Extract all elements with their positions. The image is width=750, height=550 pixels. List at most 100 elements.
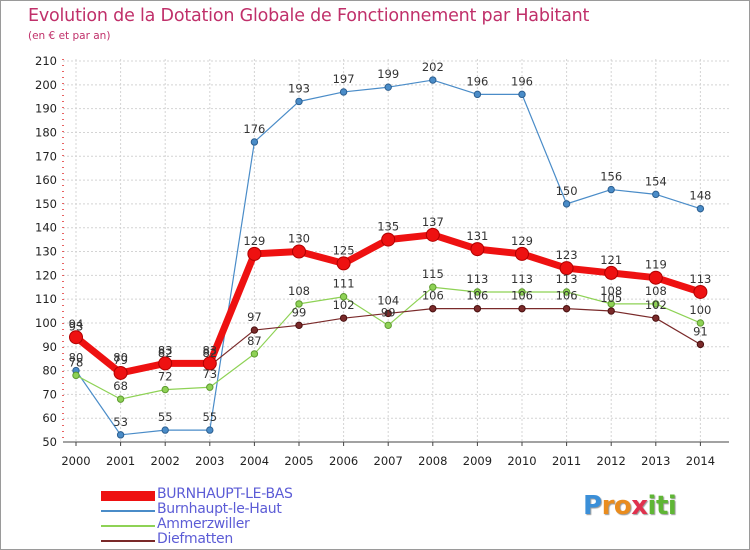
- data-label: 83: [202, 343, 217, 357]
- y-tick-label: 100: [35, 316, 57, 330]
- data-label: 156: [600, 170, 622, 184]
- data-label: 197: [333, 72, 355, 86]
- data-point: [652, 300, 660, 308]
- data-point: [562, 304, 571, 313]
- x-tick-label: 2014: [686, 454, 715, 468]
- data-point: [339, 314, 348, 322]
- data-label: 106: [466, 289, 488, 303]
- data-label: 108: [600, 284, 622, 298]
- data-point: [429, 76, 437, 84]
- y-tick-label: 160: [35, 173, 57, 187]
- data-label: 102: [333, 298, 355, 312]
- data-point: [384, 321, 392, 330]
- data-point: [652, 190, 660, 199]
- data-label: 202: [422, 60, 444, 74]
- data-label: 119: [645, 258, 667, 272]
- x-tick-label: 2004: [240, 454, 269, 468]
- data-label: 106: [511, 289, 533, 303]
- data-point: [473, 90, 482, 99]
- data-point: [116, 395, 125, 403]
- data-label: 82: [202, 346, 217, 360]
- data-label: 115: [422, 267, 444, 281]
- data-label: 131: [466, 229, 488, 243]
- data-label: 72: [158, 370, 173, 384]
- y-tick-label: 50: [42, 435, 57, 449]
- data-point: [693, 284, 708, 299]
- data-point: [652, 314, 660, 322]
- data-label: 108: [288, 284, 310, 298]
- data-label: 113: [689, 272, 711, 286]
- data-label: 113: [511, 272, 533, 286]
- data-point: [473, 288, 482, 296]
- data-label: 100: [689, 303, 711, 317]
- data-label: 91: [693, 324, 708, 338]
- data-point: [429, 283, 437, 291]
- data-label: 80: [69, 351, 84, 365]
- data-label: 129: [511, 234, 533, 248]
- x-tick-label: 2009: [463, 454, 492, 468]
- data-label: 99: [381, 305, 396, 319]
- data-label: 111: [333, 277, 355, 291]
- data-label: 102: [645, 298, 667, 312]
- legend-label: Diefmatten: [157, 531, 233, 547]
- y-tick-label: 190: [35, 102, 57, 116]
- y-tick-label: 70: [42, 387, 57, 401]
- data-label: 154: [645, 174, 667, 188]
- data-point: [518, 304, 526, 313]
- data-label: 53: [113, 415, 128, 429]
- legend-label: BURNHAUPT-LE-BAS: [157, 486, 293, 502]
- y-tick-label: 80: [42, 364, 57, 378]
- data-label: 113: [466, 272, 488, 286]
- data-point: [384, 83, 392, 91]
- data-label: 148: [689, 189, 711, 203]
- legend-swatch: [101, 525, 155, 527]
- data-point: [696, 319, 705, 327]
- x-tick-label: 2008: [418, 454, 447, 468]
- data-label: 80: [113, 351, 128, 365]
- data-label: 121: [600, 253, 622, 267]
- y-tick-label: 200: [35, 78, 57, 92]
- data-point: [250, 326, 259, 334]
- chart-subtitle: (en € et par an): [28, 30, 111, 42]
- data-point: [607, 300, 615, 308]
- legend-label: Burnhaupt-le-Haut: [157, 501, 282, 517]
- y-tick-label: 120: [35, 268, 57, 282]
- chart-title: Evolution de la Dotation Globale de Fonc…: [28, 6, 590, 26]
- data-label: 199: [377, 67, 399, 81]
- data-point: [336, 256, 351, 271]
- data-point: [381, 232, 396, 247]
- legend-swatch: [101, 540, 155, 542]
- logo-letter: r: [601, 491, 615, 521]
- data-point: [206, 383, 214, 391]
- data-label: 196: [466, 74, 488, 88]
- plot-area: [63, 59, 729, 442]
- data-label: 129: [243, 234, 265, 248]
- data-label: 105: [600, 291, 622, 305]
- data-label: 196: [511, 74, 533, 88]
- data-point: [607, 307, 615, 315]
- data-point: [429, 304, 437, 313]
- data-point: [696, 204, 705, 213]
- data-point: [339, 293, 348, 301]
- y-tick-label: 150: [35, 197, 57, 211]
- data-point: [604, 265, 619, 280]
- data-label: 79: [113, 353, 128, 367]
- data-point: [473, 304, 482, 313]
- x-tick-label: 2011: [552, 454, 581, 468]
- legend-label: Ammerzwiller: [157, 516, 250, 532]
- data-label: 87: [247, 334, 262, 348]
- logo-letter: i: [647, 491, 657, 521]
- data-label: 99: [292, 305, 307, 319]
- x-tick-label: 2006: [329, 454, 358, 468]
- data-point: [562, 200, 571, 208]
- data-point: [607, 185, 615, 194]
- data-point: [202, 356, 217, 371]
- data-point: [339, 88, 348, 96]
- logo-letter: o: [613, 491, 632, 521]
- x-tick-label: 2007: [374, 454, 403, 468]
- data-point: [250, 350, 259, 358]
- data-point: [206, 426, 214, 434]
- data-label: 106: [556, 289, 578, 303]
- data-label: 176: [243, 122, 265, 136]
